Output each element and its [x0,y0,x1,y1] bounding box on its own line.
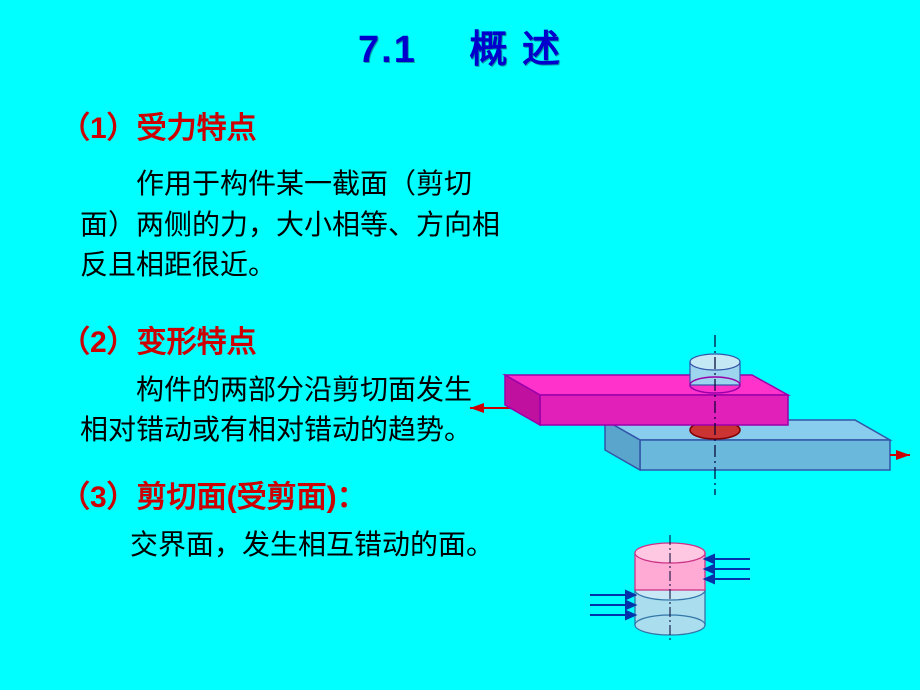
section-2-text: 构件的两部分沿剪切面发生相对错动或有相对错动的趋势。 [80,371,480,452]
page-title: 7.1 概 述 [0,0,920,73]
section-1-heading: （1）受力特点 [60,103,920,147]
section-1-text: 作用于构件某一截面（剪切面）两侧的力，大小相等、方向相反且相距很近。 [80,165,500,287]
shear-plates-diagram [470,330,910,530]
shear-cylinders-diagram [590,535,770,645]
